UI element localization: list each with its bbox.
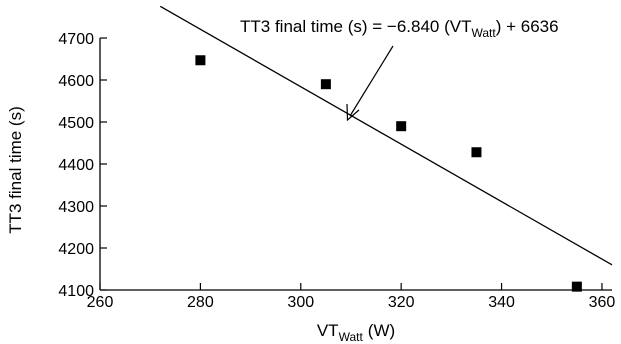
data-points [195, 55, 582, 292]
y-tick-label: 4400 [58, 157, 94, 174]
y-tick-label: 4500 [58, 115, 94, 132]
equation-prefix: TT3 final time (s) = −6.840 (VT [240, 17, 471, 36]
x-tick-label: 320 [388, 294, 415, 311]
regression-line [159, 5, 613, 266]
data-point [320, 79, 331, 90]
x-axis-label-base: VT [317, 321, 339, 340]
y-ticks: 4100 4200 4300 4400 4500 4600 4700 [58, 31, 107, 300]
x-tick-label: 360 [589, 294, 616, 311]
data-point [571, 281, 582, 292]
equation-suffix: ) + 6636 [496, 17, 559, 36]
x-tick-label: 300 [287, 294, 314, 311]
y-tick-label: 4300 [58, 199, 94, 216]
x-tick-label: 260 [87, 294, 114, 311]
y-axis-label: TT3 final time (s) [6, 106, 25, 234]
annotation-arrowhead [346, 103, 360, 122]
regression-equation: TT3 final time (s) = −6.840 (VTWatt) + 6… [240, 17, 559, 40]
equation-subscript: Watt [471, 26, 496, 40]
x-tick-label: 340 [488, 294, 515, 311]
x-axis-label-subscript: Watt [339, 330, 364, 344]
data-point [396, 121, 407, 132]
y-tick-label: 4200 [58, 241, 94, 258]
y-tick-label: 4600 [58, 73, 94, 90]
data-point [195, 55, 206, 66]
x-axis-label: VTWatt (W) [317, 321, 395, 344]
y-tick-label: 4700 [58, 31, 94, 48]
x-ticks: 260 280 300 320 340 360 [87, 283, 616, 311]
x-axis-label-unit: (W) [368, 321, 395, 340]
y-tick-label: 4100 [58, 283, 94, 300]
annotation-arrow-line [349, 45, 394, 117]
data-point [471, 147, 482, 158]
x-tick-label: 280 [187, 294, 214, 311]
